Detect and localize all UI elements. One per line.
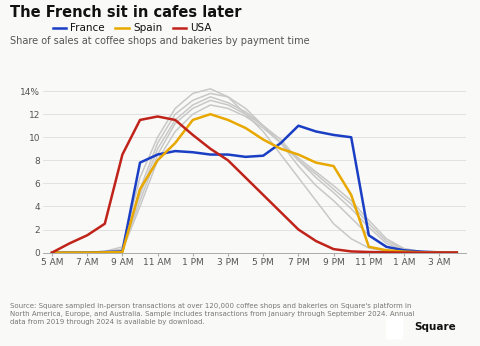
FancyBboxPatch shape bbox=[386, 316, 403, 340]
Legend: France, Spain, USA: France, Spain, USA bbox=[48, 19, 216, 37]
Text: Source: Square sampled in-person transactions at over 120,000 coffee shops and b: Source: Square sampled in-person transac… bbox=[10, 303, 414, 325]
Text: The French sit in cafes later: The French sit in cafes later bbox=[10, 5, 241, 20]
Text: Square: Square bbox=[414, 322, 456, 332]
Text: Share of sales at coffee shops and bakeries by payment time: Share of sales at coffee shops and baker… bbox=[10, 36, 309, 46]
